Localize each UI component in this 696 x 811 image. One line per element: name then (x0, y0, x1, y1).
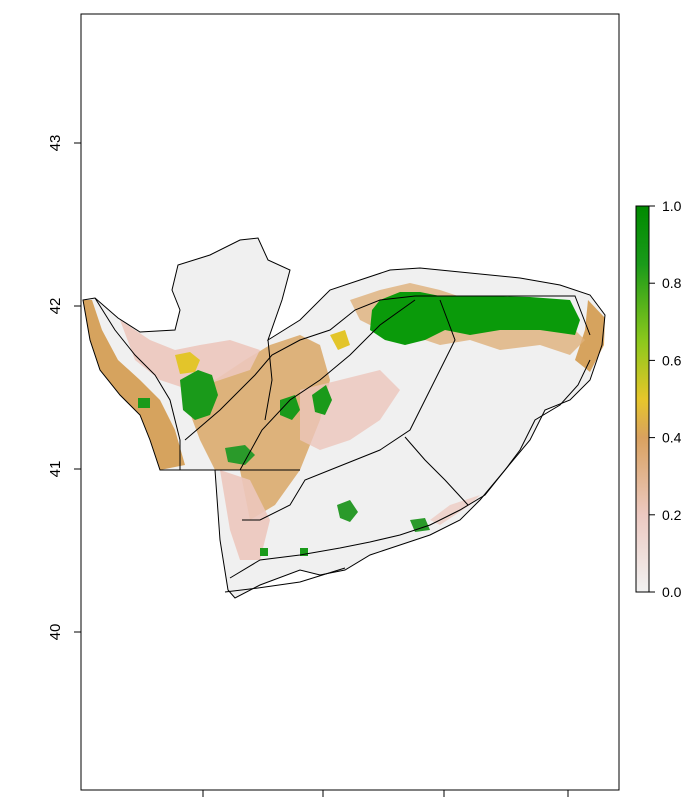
plot-frame (80, 13, 620, 791)
y-tick-label: 41 (47, 461, 64, 478)
green-small-blob (410, 518, 430, 532)
legend-tick-label: 0.8 (662, 275, 682, 291)
y-tick-label: 43 (47, 135, 64, 152)
legend-ticks: 0.0 0.2 0.4 0.6 0.8 1.0 (649, 198, 682, 600)
tan-center-band (185, 335, 330, 520)
yellow-area-2 (330, 330, 350, 350)
y-tick-label: 42 (47, 298, 64, 315)
green-west-cluster (180, 370, 218, 420)
map-region (82, 237, 606, 599)
green-north-block (370, 292, 580, 345)
green-lower-blob (225, 445, 255, 465)
green-south-blob (337, 500, 358, 522)
legend-tick-label: 0.0 (662, 584, 682, 600)
x-axis (202, 790, 569, 797)
legend-tick-label: 0.6 (662, 352, 682, 368)
y-axis: 40 41 42 43 (47, 135, 81, 641)
y-tick-label: 40 (47, 624, 64, 641)
legend-tick-label: 1.0 (662, 198, 682, 214)
legend-colorbar (635, 205, 650, 593)
pink-area-4 (430, 495, 480, 525)
legend-tick-label: 0.4 (662, 430, 682, 446)
green-tiny-1 (260, 548, 268, 556)
green-left-dot (138, 398, 150, 408)
pink-area-2 (220, 470, 270, 560)
green-center-cluster (280, 395, 300, 420)
yellow-area-1 (175, 352, 200, 374)
green-center-cluster-2 (312, 385, 332, 415)
tan-left-band (83, 300, 185, 470)
legend-tick-label: 0.2 (662, 507, 682, 523)
boundary-lines (82, 237, 606, 599)
tan-right-edge (575, 300, 605, 372)
